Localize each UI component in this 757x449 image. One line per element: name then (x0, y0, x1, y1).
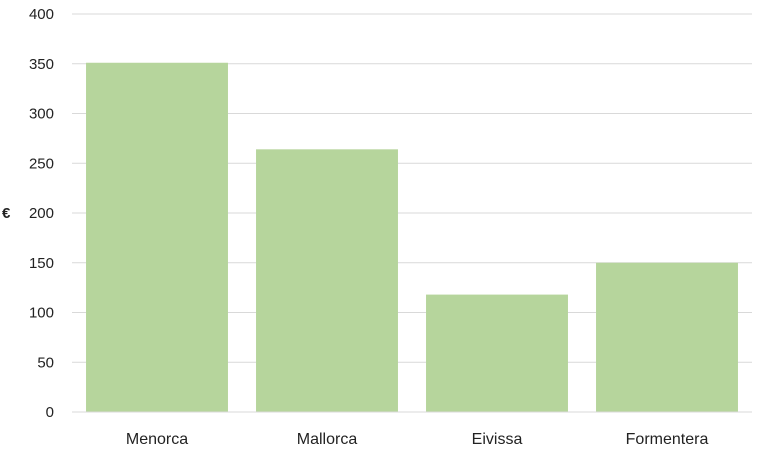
y-tick-label: 400 (29, 6, 54, 23)
x-category-label: Eivissa (472, 431, 523, 448)
bars (86, 62, 738, 412)
bar-mallorca (256, 149, 398, 412)
x-category-label: Formentera (626, 431, 709, 448)
y-tick-label: 350 (29, 56, 54, 73)
y-tick-label: 150 (29, 255, 54, 272)
bar-formentera (596, 262, 738, 412)
y-axis-label: € (2, 205, 11, 222)
x-category-label: Menorca (126, 431, 188, 448)
y-tick-label: 0 (46, 404, 54, 421)
y-tick-label: 200 (29, 205, 54, 222)
bar-eivissa (426, 294, 568, 412)
y-tick-label: 50 (37, 354, 54, 371)
y-axis-ticks: 0 50 100 150 200 250 300 350 400 (29, 6, 54, 421)
x-category-label: Mallorca (297, 431, 358, 448)
bar-menorca (86, 62, 228, 412)
y-tick-label: 100 (29, 305, 54, 322)
x-axis-categories: Menorca Mallorca Eivissa Formentera (126, 431, 709, 448)
y-tick-label: 300 (29, 106, 54, 123)
y-tick-label: 250 (29, 155, 54, 172)
